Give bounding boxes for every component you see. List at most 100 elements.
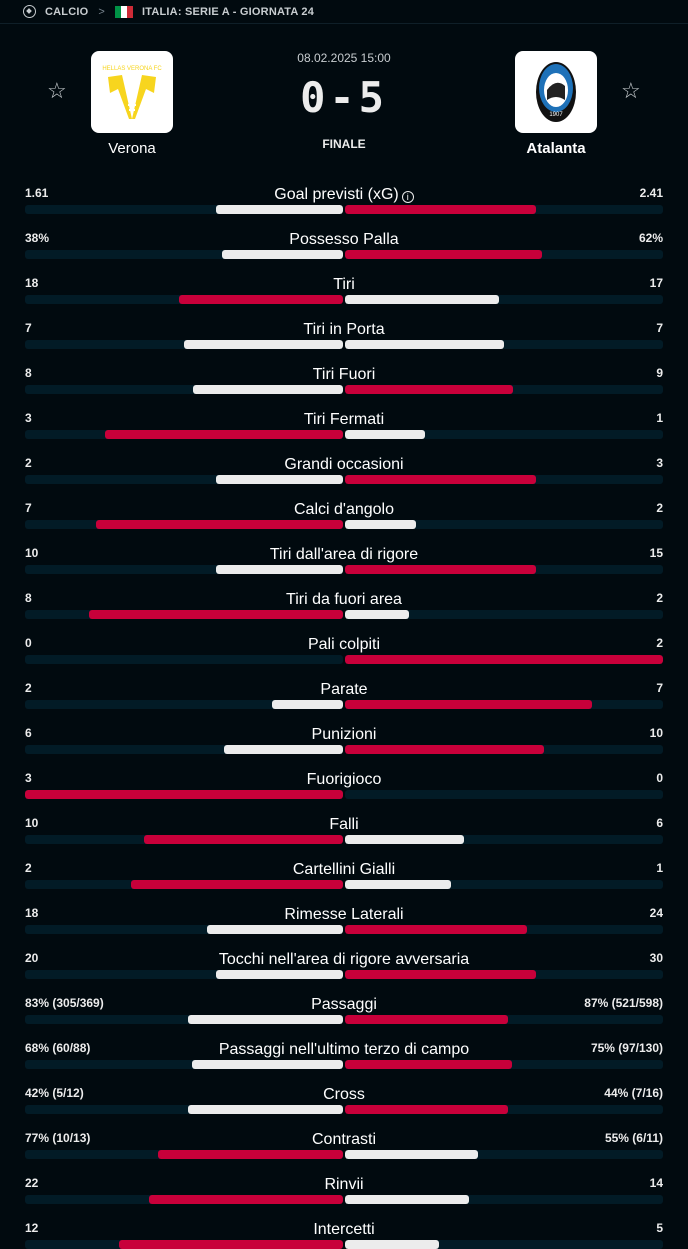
breadcrumb-competition[interactable]: ITALIA: SERIE A - GIORNATA 24 [142,5,315,18]
stat-away-value: 1 [656,411,663,425]
match-status: FINALE [322,137,366,151]
away-bar-fill [345,925,527,934]
stat-home-value: 77% (10/13) [25,1131,91,1145]
match-datetime: 08.02.2025 15:00 [297,51,391,65]
home-bar-fill [223,745,343,754]
away-bar-fill [345,880,451,889]
svg-text:HELLAS VERONA FC: HELLAS VERONA FC [102,66,162,72]
stat-name: Tocchi nell'area di rigore avversaria [218,951,470,968]
home-bar-fill [215,565,343,574]
stat-name: Tiri in Porta [303,321,385,338]
stat-home-value: 68% (60/88) [25,1041,91,1055]
stat-row: 2 3 Grandi occasioni [25,456,663,501]
stat-bar [25,700,663,709]
match-header: ☆ HELLAS VERONA FC Verona 08.02.2025 15:… [0,30,688,170]
stat-bar [25,340,663,349]
verona-crest-icon: HELLAS VERONA FC [102,66,162,119]
home-bar-track [25,430,343,439]
stat-row: 2 7 Parate [25,681,663,726]
stat-away-value: 15 [649,546,663,560]
home-bar-track [25,385,343,394]
stat-name: Rinvii [324,1176,364,1193]
stat-home-value: 2 [25,681,32,695]
away-bar-fill [345,520,416,529]
stat-row: 68% (60/88) 75% (97/130) Passaggi nell'ult… [25,1041,663,1086]
away-bar-track [345,250,663,259]
stat-name: Tiri Fermati [303,411,385,428]
stat-bar [25,520,663,529]
home-bar-track [25,1105,343,1114]
home-bar-fill [131,880,343,889]
favorite-home-star-icon[interactable]: ☆ [47,78,67,103]
home-bar-fill [118,1240,343,1249]
stat-away-value: 10 [649,726,663,740]
away-bar-track [345,1015,663,1024]
away-bar-fill [345,385,514,394]
away-bar-fill [345,1060,512,1069]
away-bar-track [345,1105,663,1114]
favorite-away-star-icon[interactable]: ☆ [621,78,641,103]
stat-row: 83% (305/369) 87% (521/598) Passaggi [25,996,663,1041]
stat-row: 1.61 2.41 Goal previsti (xG) i [25,186,663,231]
stat-name: Goal previsti (xG) [274,186,399,203]
away-bar-track [345,970,663,979]
stat-name: Intercetti [313,1221,375,1238]
away-bar-track [345,430,663,439]
info-icon[interactable]: i [401,191,414,203]
home-bar-fill [206,925,343,934]
home-bar-fill [215,205,343,214]
stat-row: 10 15 Tiri dall'area di rigore [25,546,663,591]
home-bar-track [25,880,343,889]
stat-name: Punizioni [311,726,377,743]
home-bar-fill [215,970,343,979]
stat-home-value: 83% (305/369) [25,996,104,1010]
away-bar-track [345,655,663,664]
away-team-logo[interactable]: 1907 [515,51,597,133]
away-bar-fill [345,835,465,844]
stat-bar [25,295,663,304]
stat-row: 18 24 Rimesse Laterali [25,906,663,951]
stat-name: Parate [320,681,368,698]
away-bar-track [345,1150,663,1159]
stat-name: Tiri [333,276,355,293]
stat-name: Calci d'angolo [293,501,394,518]
stat-home-value: 2 [25,861,32,875]
stat-away-value: 2 [656,501,663,515]
away-bar-track [345,565,663,574]
stat-name: Passaggi nell'ultimo terzo di campo [218,1041,470,1058]
stat-name: Passaggi [311,996,377,1013]
stat-bar [25,475,663,484]
away-bar-fill [345,295,500,304]
home-bar-fill [25,790,343,799]
stat-row: 77% (10/13) 55% (6/11) Contrasti [25,1131,663,1176]
away-bar-track [345,205,663,214]
home-team-name[interactable]: Verona [108,140,156,157]
home-bar-fill [215,475,343,484]
home-team-logo[interactable]: HELLAS VERONA FC [91,51,173,133]
home-bar-fill [193,385,343,394]
home-bar-track [25,700,343,709]
home-bar-fill [222,250,343,259]
stat-row: 10 6 Falli [25,816,663,861]
home-bar-fill [184,340,343,349]
away-team-name[interactable]: Atalanta [526,140,586,157]
home-bar-track [25,1240,343,1249]
stat-bar [25,970,663,979]
away-bar-fill [345,1015,508,1024]
breadcrumb-sport[interactable]: CALCIO [45,5,89,18]
stat-home-value: 18 [25,276,39,290]
stat-home-value: 10 [25,546,39,560]
away-bar-fill [345,1105,508,1114]
stat-away-value: 17 [649,276,663,290]
away-bar-track [345,610,663,619]
stat-home-value: 3 [25,771,32,785]
stat-bar [25,745,663,754]
stat-row: 6 10 Punizioni [25,726,663,771]
stat-row: 42% (5/12) 44% (7/16) Cross [25,1086,663,1131]
stat-away-value: 24 [649,906,663,920]
stat-away-value: 62% [638,231,663,245]
away-bar-track [345,745,663,754]
stat-home-value: 8 [25,591,32,605]
away-bar-track [345,880,663,889]
stat-name: Cartellini Gialli [292,861,396,878]
